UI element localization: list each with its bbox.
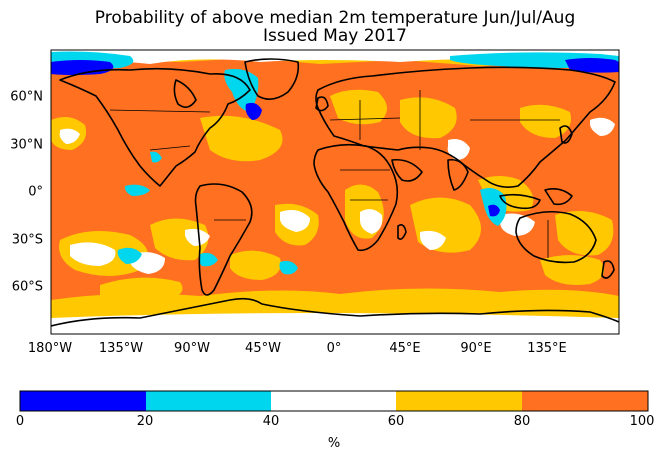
lon-tick: 135°W — [98, 341, 144, 356]
lat-tick: 60°N — [10, 89, 43, 105]
colorbar-tick: 0 — [15, 414, 25, 429]
colorbar-bin-0-20 — [20, 391, 146, 411]
map-title: Probability of above median 2m temperatu… — [94, 8, 576, 28]
lat-tick: 60°S — [11, 279, 43, 295]
country-borders — [109, 90, 560, 258]
colorbar-unit-label: % — [327, 436, 341, 451]
colorbar-frame — [19, 390, 649, 412]
lon-tick: 90°W — [174, 341, 210, 356]
lon-tick: 180°W — [27, 341, 73, 356]
colorbar-tick: 40 — [262, 414, 280, 429]
coastlines — [51, 58, 619, 327]
field-40-60 — [51, 50, 619, 334]
colorbar — [19, 390, 649, 412]
map-frame — [50, 49, 620, 335]
colorbar-bin-80-100 — [522, 391, 648, 411]
lat-tick: 30°N — [10, 137, 43, 153]
lat-tick: 30°S — [11, 232, 43, 248]
colorbar-bin-20-40 — [146, 391, 271, 411]
colorbar-bin-40-60 — [271, 391, 396, 411]
colorbar-tick: 80 — [513, 414, 531, 429]
field-0-20 — [51, 58, 619, 217]
lon-tick: 135°E — [527, 341, 567, 356]
colorbar-bin-60-80 — [396, 391, 522, 411]
lon-tick: 90°E — [460, 341, 492, 356]
lon-tick: 45°E — [389, 341, 421, 356]
lon-tick: 45°W — [245, 341, 281, 356]
colorbar-tick: 20 — [136, 414, 154, 429]
lon-tick: 0° — [326, 341, 342, 356]
map-plot-area — [51, 50, 619, 334]
map-subtitle: Issued May 2017 — [263, 26, 407, 46]
lat-tick: 0° — [28, 184, 43, 200]
colorbar-tick: 60 — [387, 414, 405, 429]
colorbar-tick: 100 — [629, 414, 655, 429]
